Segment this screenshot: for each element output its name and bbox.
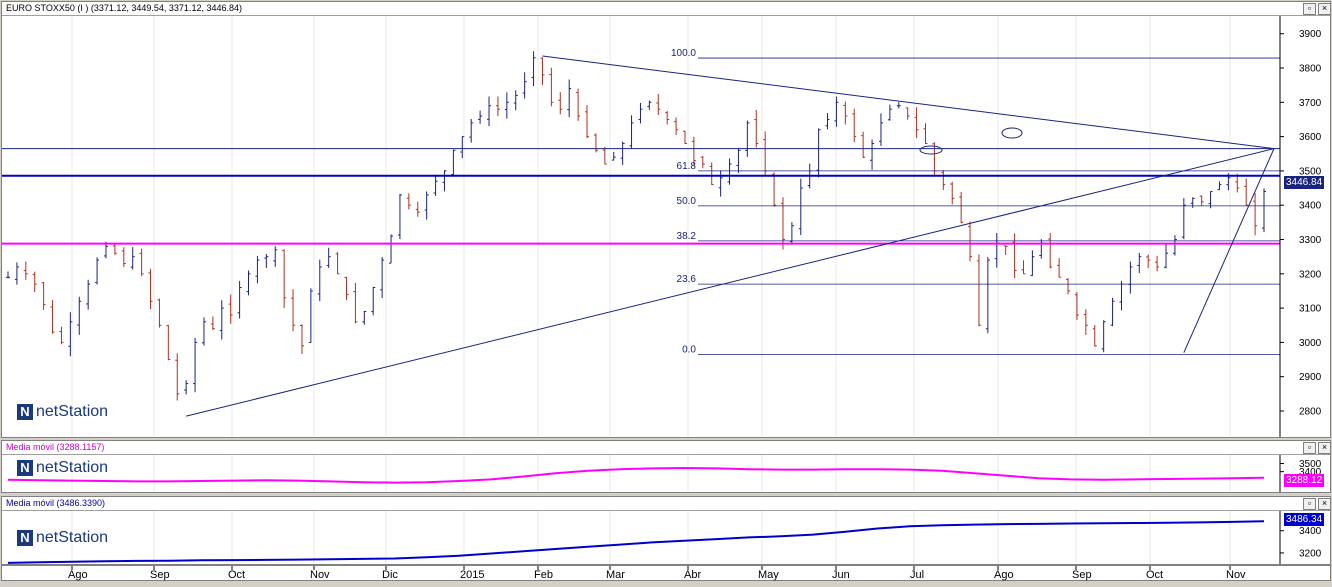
fib-level-label: 100.0: [671, 48, 696, 59]
y-tick-label: 3500: [1299, 166, 1322, 177]
x-tick-label: Jun: [832, 569, 850, 581]
ma2-series-line: [7, 520, 1265, 564]
netstation-logo-text: netStation: [36, 529, 109, 546]
minimize-button[interactable]: ▫: [1303, 498, 1316, 510]
x-tick-label: Feb: [534, 569, 553, 581]
ma2-chart[interactable]: 3400 3200: [2, 511, 1331, 565]
y-tick-label: 3200: [1299, 548, 1322, 559]
x-tick-label: Ago: [994, 569, 1014, 581]
x-tick-label: May: [758, 569, 779, 581]
x-tick-label: Dic: [382, 569, 398, 581]
y-tick-label: 3600: [1299, 132, 1322, 143]
y-tick-label: 3400: [1299, 467, 1322, 478]
y-tick-label: 2900: [1299, 372, 1322, 383]
x-tick-label: Mar: [606, 569, 625, 581]
trendline: [186, 148, 1275, 417]
y-tick-label: 3200: [1299, 269, 1322, 280]
ma2-pane[interactable]: Media móvil (3486.3390) ▫ × 3400 3200 348…: [1, 496, 1331, 565]
ma2-title: Media móvil (3486.3390): [6, 498, 106, 508]
x-axis: Ago Sep Oct Nov Dic 2015 Feb Mar Abr May Jun Jul Ago…: [1, 565, 1331, 581]
netstation-logo: N netStation: [17, 403, 108, 421]
y-tick-label: 3700: [1299, 98, 1322, 109]
x-tick-label: Sep: [1072, 569, 1092, 581]
fib-level-label: 23.6: [677, 274, 697, 285]
netstation-logo-text: netStation: [36, 403, 109, 420]
netstation-logo-text: netStation: [36, 459, 109, 476]
x-tick-label: Abr: [684, 569, 701, 581]
close-button[interactable]: ×: [1318, 442, 1330, 454]
x-tick-label: Oct: [228, 569, 245, 581]
annotation-ellipse: [919, 145, 943, 155]
netstation-logo: N netStation: [17, 459, 108, 477]
x-tick-label: 2015: [460, 569, 484, 581]
ma1-series-line: [7, 466, 1265, 484]
y-tick-label: 3800: [1299, 64, 1322, 75]
ma1-titlebar: Media móvil (3288.1157): [2, 441, 1330, 455]
y-tick-label: 3300: [1299, 235, 1322, 246]
close-button[interactable]: ×: [1318, 3, 1330, 15]
fib-level-label: 61.8: [677, 161, 697, 172]
trendline: [1183, 148, 1275, 353]
ma1-title: Media móvil (3288.1157): [6, 442, 105, 452]
fib-level-label: 0.0: [682, 344, 696, 355]
trendline: [542, 55, 1275, 150]
y-tick-label: 3500: [1299, 459, 1322, 470]
last-price-label: 3446.84: [1284, 176, 1325, 189]
ma2-titlebar: Media móvil (3486.3390): [2, 497, 1330, 511]
main-chart-pane[interactable]: EURO STOXX50 (I ) (3371.12, 3449.54, 337…: [1, 1, 1331, 438]
y-tick-label: 3100: [1299, 304, 1322, 315]
x-tick-label: Nov: [1226, 569, 1246, 581]
y-tick-label: 3000: [1299, 338, 1322, 349]
fib-level-label: 50.0: [677, 196, 697, 207]
main-chart-title: EURO STOXX50 (I ) (3371.12, 3449.54, 337…: [6, 3, 242, 13]
y-tick-label: 3400: [1299, 526, 1322, 537]
minimize-button[interactable]: ▫: [1303, 3, 1316, 15]
y-tick-label: 2800: [1299, 406, 1322, 417]
ma1-value-label: 3288.12: [1284, 474, 1325, 487]
x-tick-label: Oct: [1146, 569, 1163, 581]
x-tick-label: Jul: [910, 569, 924, 581]
x-tick-label: Nov: [310, 569, 330, 581]
netstation-logo-icon: N: [17, 530, 33, 546]
x-tick-label: Sep: [150, 569, 170, 581]
close-button[interactable]: ×: [1318, 498, 1330, 510]
annotation-ellipse: [1001, 127, 1023, 139]
ma1-pane[interactable]: Media móvil (3288.1157) ▫ × 3500 3400 328…: [1, 440, 1331, 493]
y-tick-label: 3900: [1299, 29, 1322, 40]
netstation-logo-icon: N: [17, 404, 33, 420]
netstation-logo-icon: N: [17, 460, 33, 476]
price-chart[interactable]: 100.0 61.8 50.0 38.2 23.6 0.0 3900 3800 3700 360…: [2, 16, 1331, 438]
main-chart-titlebar: EURO STOXX50 (I ) (3371.12, 3449.54, 337…: [2, 2, 1330, 16]
minimize-button[interactable]: ▫: [1303, 442, 1316, 454]
y-tick-label: 3400: [1299, 201, 1322, 212]
fib-level-label: 38.2: [677, 231, 697, 242]
netstation-logo: N netStation: [17, 529, 108, 547]
ma2-value-label: 3486.34: [1284, 513, 1325, 526]
x-tick-label: Ago: [68, 569, 88, 581]
